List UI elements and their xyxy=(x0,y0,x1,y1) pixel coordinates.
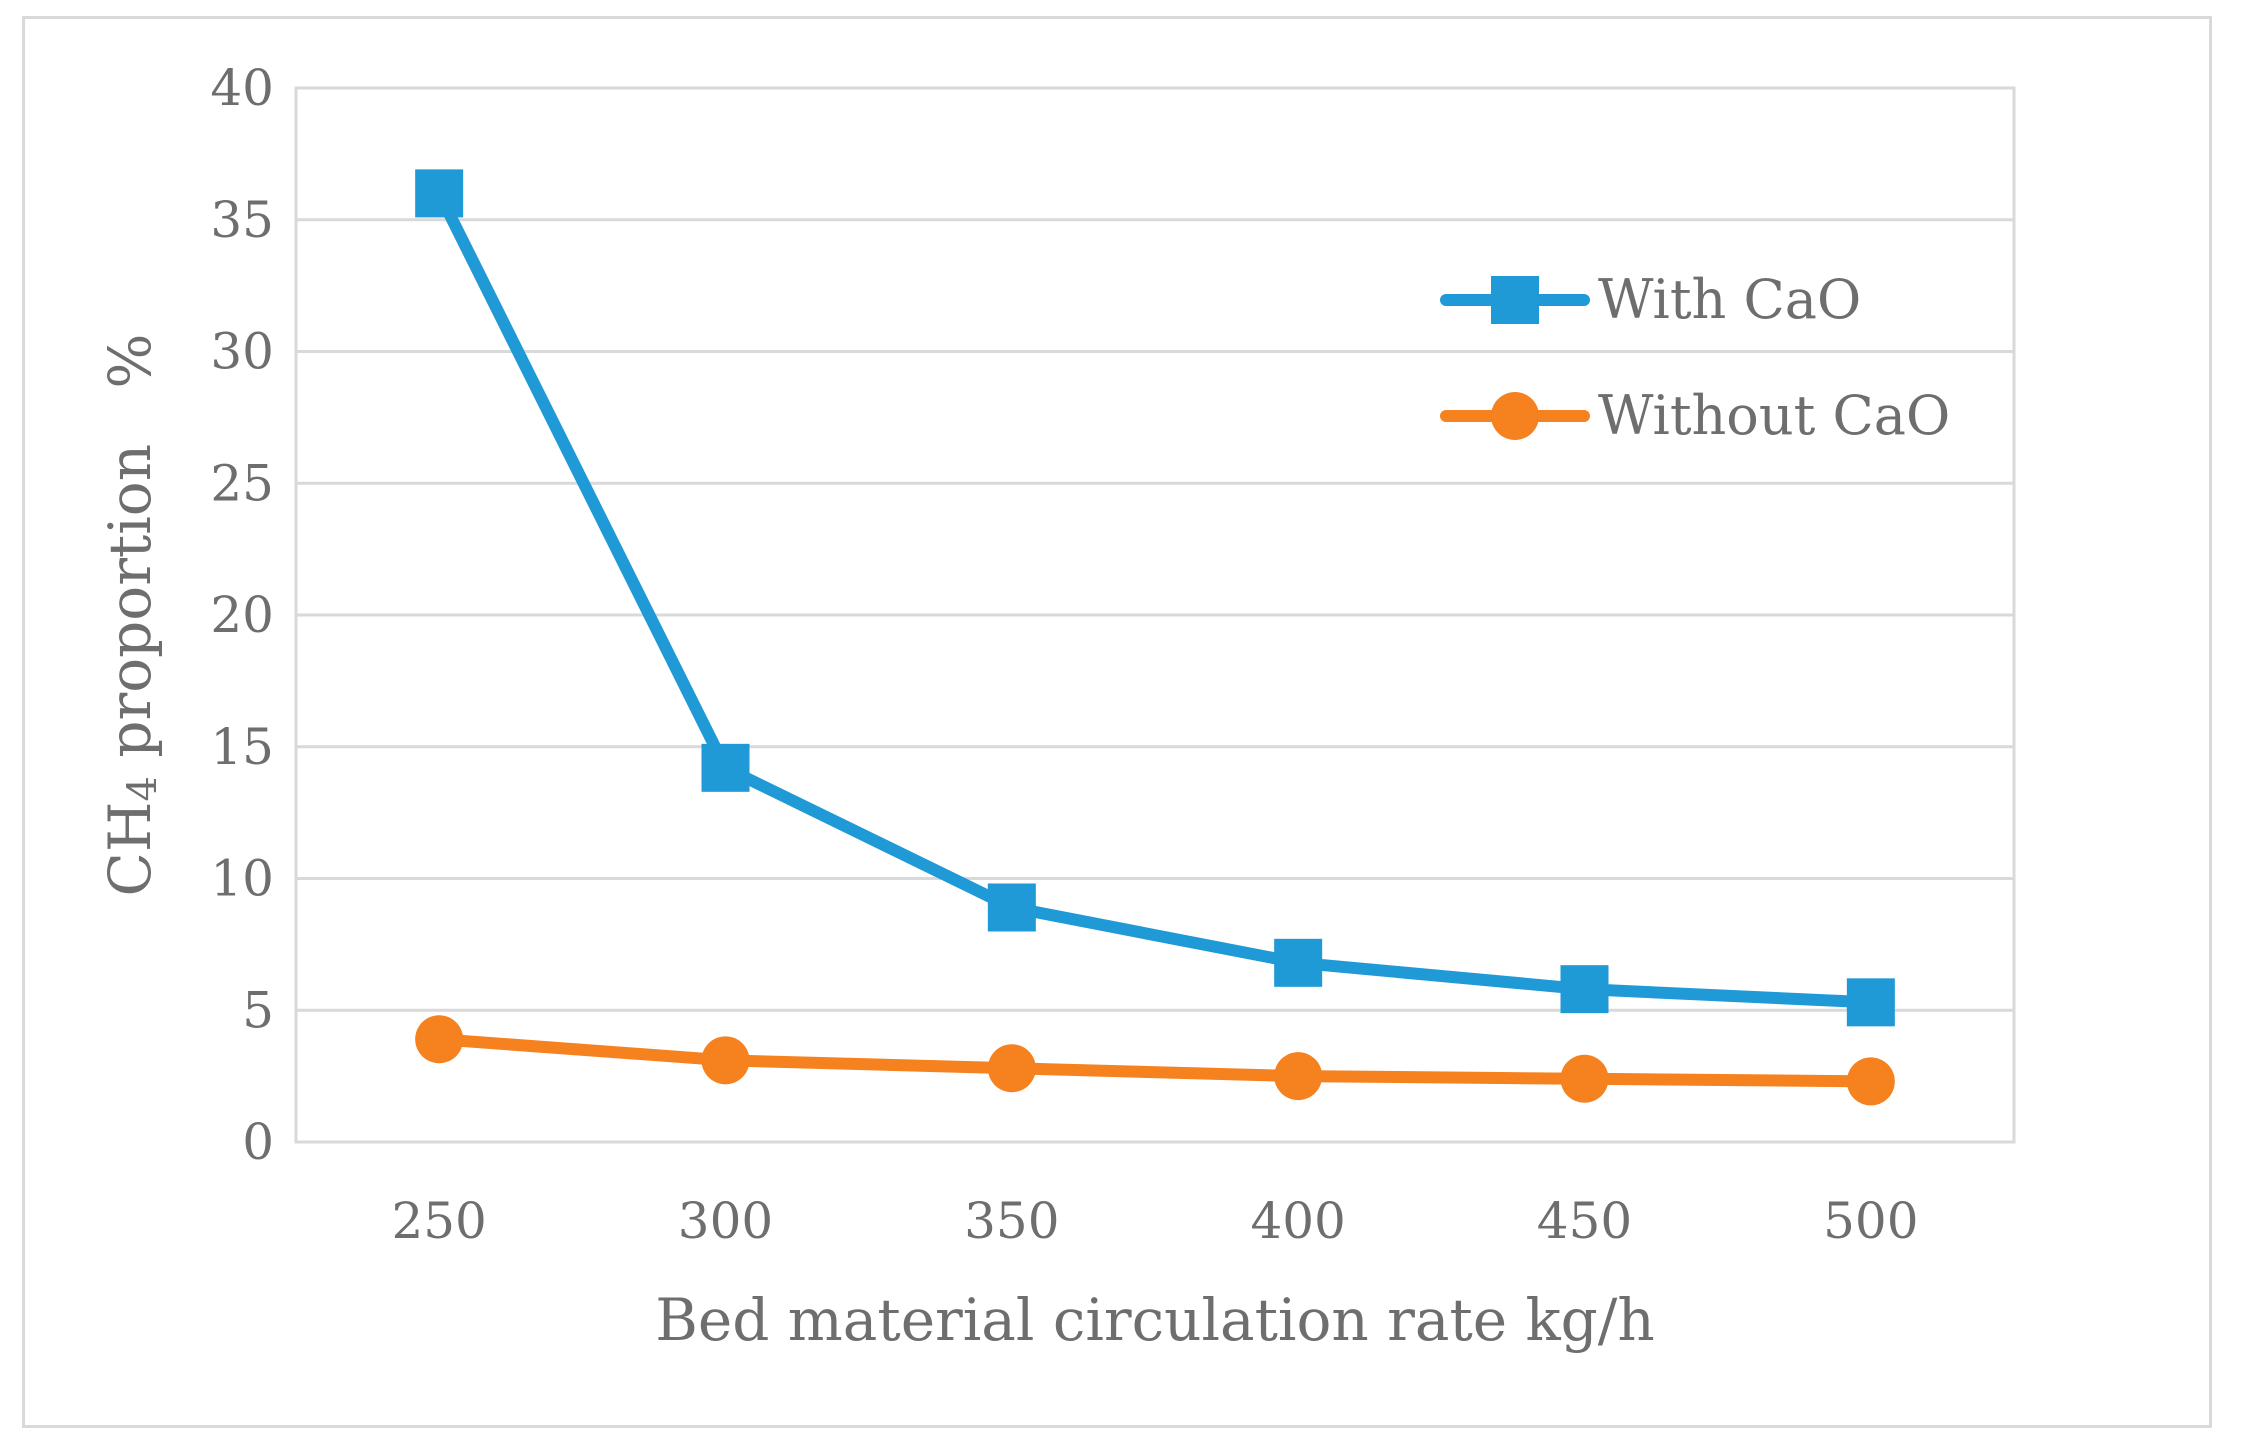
legend-item: With CaO xyxy=(1440,268,1861,331)
data-point-square xyxy=(1846,978,1895,1027)
y-tick-label: 5 xyxy=(242,981,274,1039)
legend-label: With CaO xyxy=(1598,268,1861,331)
series-with-cao xyxy=(415,169,1895,1027)
x-tick-label: 400 xyxy=(1250,1192,1345,1250)
y-tick-label: 15 xyxy=(210,718,274,776)
y-tick-labels: 0 5 10 15 20 25 30 35 40 xyxy=(210,59,274,1171)
x-tick-label: 450 xyxy=(1537,1192,1632,1250)
series-line xyxy=(433,1033,1877,1088)
y-tick-label: 25 xyxy=(210,454,274,512)
data-point-square xyxy=(1560,965,1609,1014)
legend-marker-square xyxy=(1491,276,1539,324)
series-layer xyxy=(415,169,1895,1106)
gridlines xyxy=(296,86,2014,1144)
y-axis-title-subscript: 4 xyxy=(120,776,166,801)
chart-frame xyxy=(22,16,2212,1428)
y-tick-label: 40 xyxy=(210,59,274,117)
data-point-circle xyxy=(987,1044,1036,1093)
data-point-square xyxy=(701,743,750,792)
data-point-circle xyxy=(1274,1052,1323,1101)
x-tick-labels: 250 300 350 400 450 500 xyxy=(391,1192,1918,1250)
plot-area-border xyxy=(294,86,2016,1144)
series-without-cao xyxy=(415,1015,1895,1106)
y-axis-title-main: CH xyxy=(96,802,164,897)
y-tick-label: 20 xyxy=(210,586,274,644)
legend-marker-circle xyxy=(1491,392,1539,440)
data-point-square xyxy=(987,883,1036,932)
y-tick-label: 10 xyxy=(210,850,274,908)
data-point-circle xyxy=(701,1036,750,1085)
series-line xyxy=(433,187,1877,1009)
y-tick-label: 0 xyxy=(242,1113,274,1171)
data-point-circle xyxy=(1560,1054,1609,1103)
x-tick-label: 250 xyxy=(391,1192,486,1250)
x-axis-title: Bed material circulation rate kg/h xyxy=(655,1286,1654,1354)
x-tick-label: 300 xyxy=(678,1192,773,1250)
y-tick-label: 30 xyxy=(210,323,274,381)
y-tick-label: 35 xyxy=(210,191,274,249)
x-tick-label: 500 xyxy=(1823,1192,1918,1250)
data-point-square xyxy=(1274,938,1323,987)
legend-label: Without CaO xyxy=(1598,384,1950,447)
legend: With CaO Without CaO xyxy=(1440,268,1950,447)
x-tick-label: 350 xyxy=(964,1192,1059,1250)
y-axis-title: CH4 proportion % xyxy=(96,334,166,897)
data-point-square xyxy=(415,169,464,218)
y-axis-title-rest: proportion % xyxy=(96,334,164,777)
data-point-circle xyxy=(1846,1057,1895,1106)
data-point-circle xyxy=(415,1015,464,1064)
legend-item: Without CaO xyxy=(1440,384,1950,447)
